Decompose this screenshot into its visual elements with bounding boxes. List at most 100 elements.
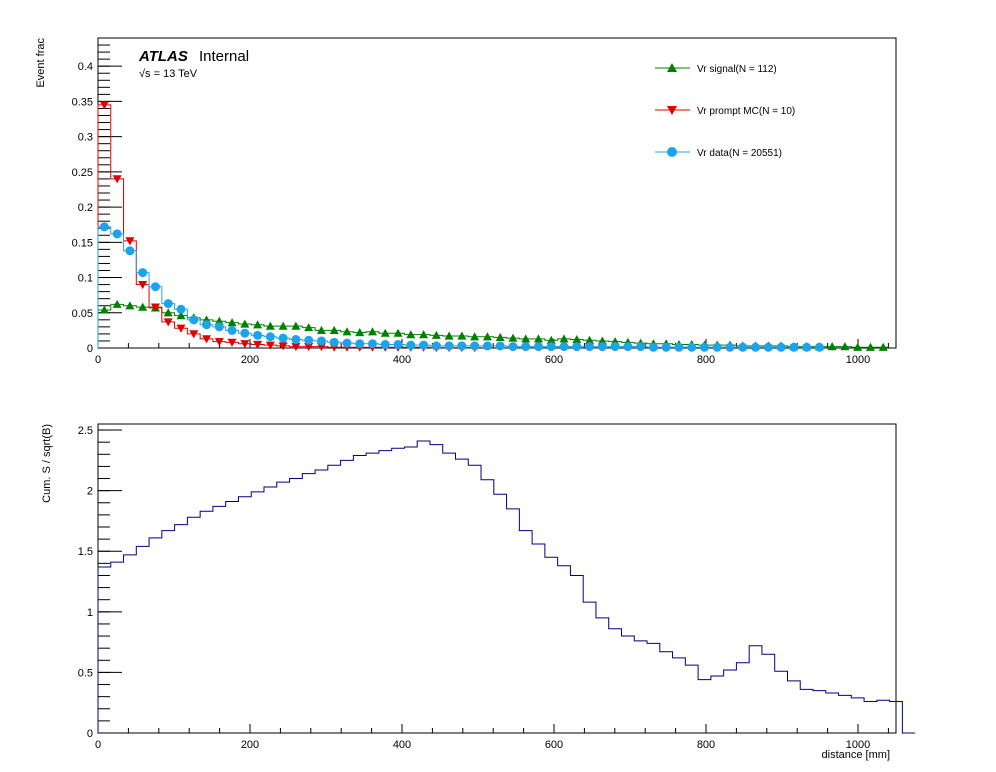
top-x-tick-label: 1000 — [846, 354, 870, 366]
series-0-point — [533, 334, 543, 343]
atlas-label-internal: Internal — [199, 48, 249, 65]
series-1-point — [227, 338, 237, 347]
series-0-point — [368, 327, 378, 336]
series-2-point — [163, 299, 173, 309]
series-0-point — [546, 335, 556, 344]
series-0-point — [419, 330, 429, 339]
series-2-point — [470, 341, 480, 351]
series-2-point — [393, 339, 403, 349]
series-2-point — [304, 335, 314, 345]
series-2-point — [329, 337, 339, 347]
series-2-point — [138, 268, 148, 278]
legend-entry: Vr prompt MC(N = 10) — [697, 106, 795, 117]
series-2-point — [316, 336, 326, 346]
series-0-point — [585, 335, 595, 344]
series-1-point — [202, 335, 212, 344]
bottom-y-tick-label: 0.5 — [78, 667, 93, 679]
series-1-point — [112, 175, 122, 184]
top-y-axis-label: Event frac — [35, 38, 47, 88]
series-2-point — [368, 339, 378, 349]
series-0-point — [138, 302, 148, 311]
bottom-y-tick-label: 1.5 — [78, 546, 93, 558]
series-0-point — [508, 333, 518, 342]
series-0-point — [572, 335, 582, 344]
series-0-point — [380, 328, 390, 337]
series-0-point — [316, 325, 326, 334]
series-2-point — [227, 325, 237, 335]
series-0-point — [470, 332, 480, 341]
series-2-point — [406, 340, 416, 350]
series-2-point — [253, 330, 263, 340]
series-2-point — [725, 342, 735, 352]
cumulative-significance-line — [97, 440, 916, 734]
series-0-point — [240, 319, 250, 328]
series-2-point — [814, 342, 824, 352]
series-0-point — [559, 334, 569, 343]
bottom-y-tick-label: 0 — [87, 728, 93, 740]
series-1-point — [214, 338, 224, 347]
series-2-point — [712, 342, 722, 352]
series-2-point — [214, 322, 224, 332]
series-2-point — [789, 342, 799, 352]
top-y-tick-label: 0.1 — [78, 273, 93, 285]
top-y-tick-label: 0.4 — [78, 61, 93, 73]
top-y-tick-label: 0.3 — [78, 132, 93, 144]
series-0-point — [342, 327, 352, 336]
series-1-point — [125, 237, 135, 246]
series-0-point — [125, 301, 135, 310]
series-2-point — [508, 342, 518, 352]
series-2-point — [419, 340, 429, 350]
series-0-point — [393, 328, 403, 337]
series-2-point — [559, 342, 569, 352]
bottom-y-tick-label: 2.5 — [78, 425, 93, 437]
series-2-point — [802, 342, 812, 352]
series-0-point — [444, 331, 454, 340]
atlas-label-bold: ATLAS — [138, 48, 188, 65]
series-0-point — [227, 318, 237, 327]
series-2-point — [699, 342, 709, 352]
series-2-point — [648, 342, 658, 352]
series-0-point — [112, 299, 122, 308]
series-2-point — [125, 246, 135, 256]
top-x-tick-label: 600 — [545, 354, 563, 366]
energy-label: √s = 13 TeV — [139, 68, 198, 80]
series-1-point — [163, 318, 173, 327]
legend-entry: Vr data(N = 20551) — [697, 148, 782, 159]
series-2-point — [495, 341, 505, 351]
series-0-point — [176, 311, 186, 320]
legend-marker — [667, 63, 677, 72]
series-0-point — [495, 332, 505, 342]
series-2-point — [431, 341, 441, 351]
top-y-tick-label: 0 — [87, 343, 93, 355]
series-2-point — [355, 339, 365, 349]
atlas-label: ATLAS Internal √s = 13 TeV — [138, 48, 249, 80]
series-0-point — [304, 323, 314, 332]
series-0-point — [163, 308, 173, 317]
top-x-tick-label: 800 — [697, 354, 715, 366]
series-2-point — [444, 341, 454, 351]
top-panel: 0 200 400 600 800 1000 0 0.05 0.1 0.15 0.2 0.25 0.3 0… — [35, 37, 897, 366]
top-y-tick-label: 0.2 — [78, 202, 93, 214]
bottom-y-tick-label: 1 — [87, 607, 93, 619]
series-2-point — [482, 341, 492, 351]
series-0-point — [253, 320, 263, 329]
bottom-y-axis-label: Cum. S / sqrt(B) — [41, 424, 53, 503]
series-2-point — [189, 315, 199, 325]
bottom-series-group — [97, 440, 916, 734]
series-0-point — [853, 342, 863, 351]
series-1-point — [265, 341, 275, 350]
bottom-y-tick-label: 2 — [87, 486, 93, 498]
series-2-point — [610, 342, 620, 352]
series-2-point — [202, 320, 212, 330]
series-2-point — [278, 333, 288, 343]
series-2-point — [240, 328, 250, 338]
series-0-point — [827, 342, 837, 351]
bottom-x-tick-label: 800 — [697, 739, 715, 751]
series-0-point — [431, 330, 441, 339]
bottom-panel: 0 200 400 600 800 1000 0 0.5 1 1.5 2 2.5 Cum. S / s… — [41, 423, 916, 761]
series-2-point — [265, 332, 275, 342]
series-2-point — [150, 282, 160, 292]
series-1-point — [316, 342, 326, 352]
series-1-point — [278, 342, 288, 351]
top-y-tick-label: 0.35 — [72, 96, 93, 108]
